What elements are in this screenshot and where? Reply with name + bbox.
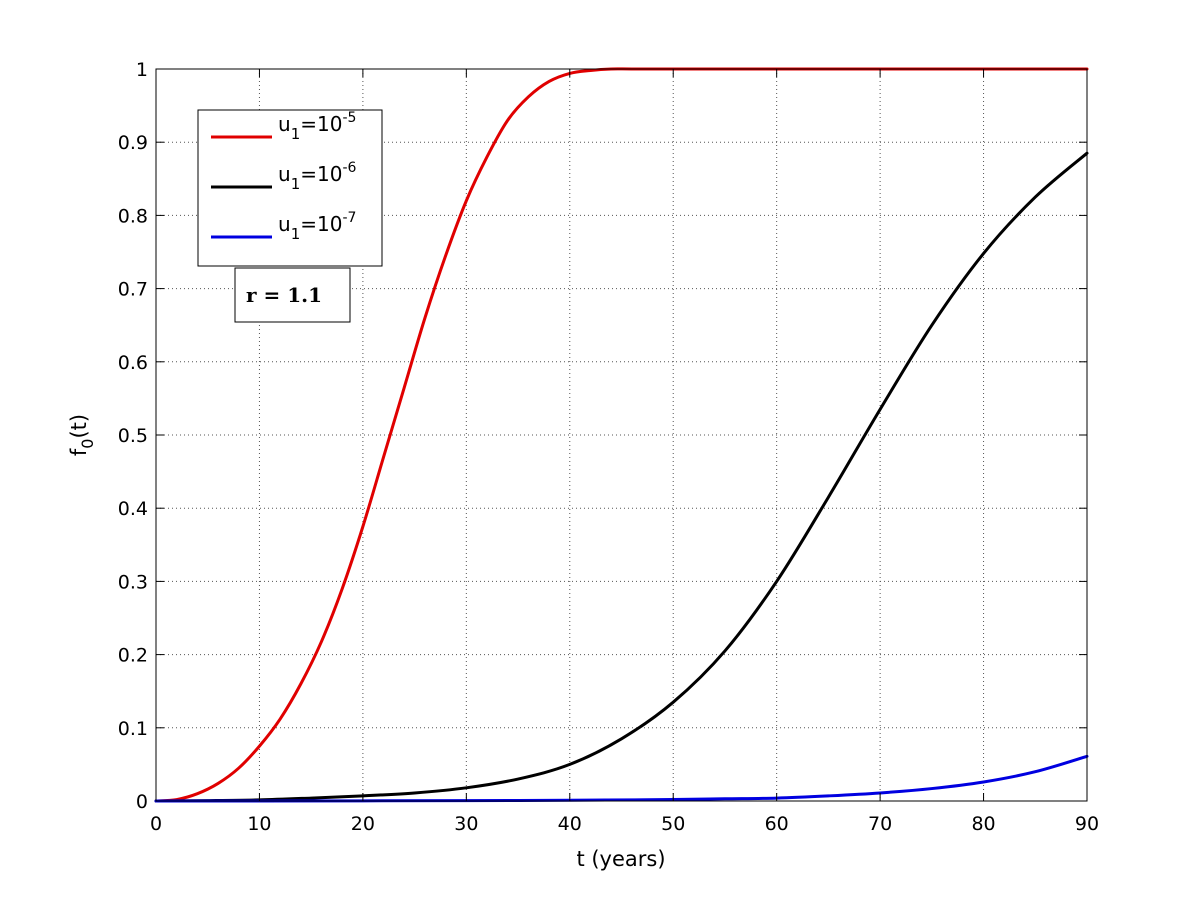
x-tick-label: 60	[765, 813, 789, 835]
x-tick-label: 70	[868, 813, 892, 835]
y-tick-label: 0.9	[118, 132, 148, 154]
y-axis-label-subscript: 0	[78, 439, 97, 449]
legend: u1=10-5 u1=10-6 u1=10-7	[197, 109, 383, 267]
x-tick-label: 20	[351, 813, 375, 835]
y-tick-label: 0.1	[118, 718, 148, 740]
x-axis-label: t (years)	[576, 847, 665, 871]
axis-ticks: 0 10 20 30 40 50 60 70 80 90 0 0.1 0.2 0.3 0.4 0.5 0.6 0.…	[118, 59, 1099, 835]
x-tick-label: 90	[1075, 813, 1099, 835]
annotation: r = 1.1	[234, 267, 351, 323]
y-axis-label-main: f	[67, 448, 91, 456]
y-tick-label: 1	[136, 59, 148, 81]
y-tick-label: 0	[136, 791, 148, 813]
annotation-box	[234, 267, 351, 323]
y-tick-label: 0.8	[118, 205, 148, 227]
x-tick-label: 50	[661, 813, 685, 835]
x-tick-label: 80	[971, 813, 995, 835]
x-tick-label: 30	[454, 813, 478, 835]
legend-label-1: u1=10-5	[278, 110, 356, 143]
y-tick-label: 0.6	[118, 352, 148, 374]
y-tick-label: 0.5	[118, 425, 148, 447]
y-tick-label: 0.7	[118, 279, 148, 301]
y-axis-label: f0(t)	[67, 414, 97, 456]
x-tick-label: 0	[150, 813, 162, 835]
y-tick-label: 0.3	[118, 571, 148, 593]
annotation-text: r = 1.1	[246, 283, 322, 307]
legend-label-2: u1=10-6	[278, 160, 357, 193]
y-axis-label-rest: (t)	[67, 414, 91, 439]
x-tick-label: 40	[558, 813, 582, 835]
x-tick-label: 10	[247, 813, 271, 835]
legend-label-3: u1=10-7	[278, 210, 356, 243]
series-line-2	[154, 151, 1089, 803]
y-tick-label: 0.2	[118, 645, 148, 667]
y-tick-label: 0.4	[118, 498, 148, 520]
